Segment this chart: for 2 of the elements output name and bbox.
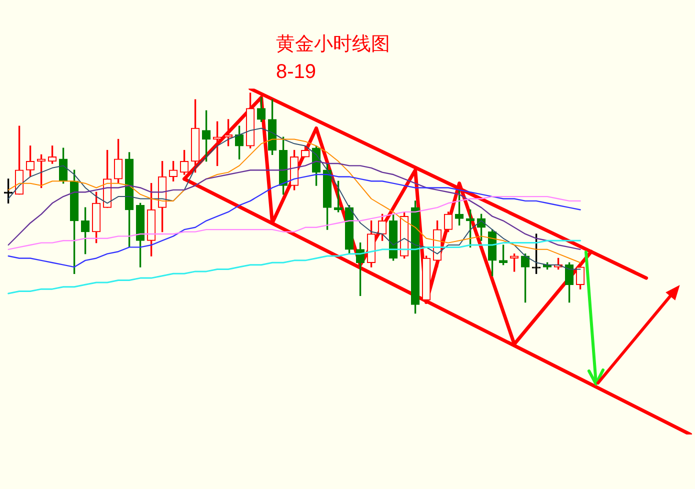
chart-subtitle: 8-19 (276, 61, 316, 84)
chart-title: 黄金小时线图 (276, 34, 390, 56)
